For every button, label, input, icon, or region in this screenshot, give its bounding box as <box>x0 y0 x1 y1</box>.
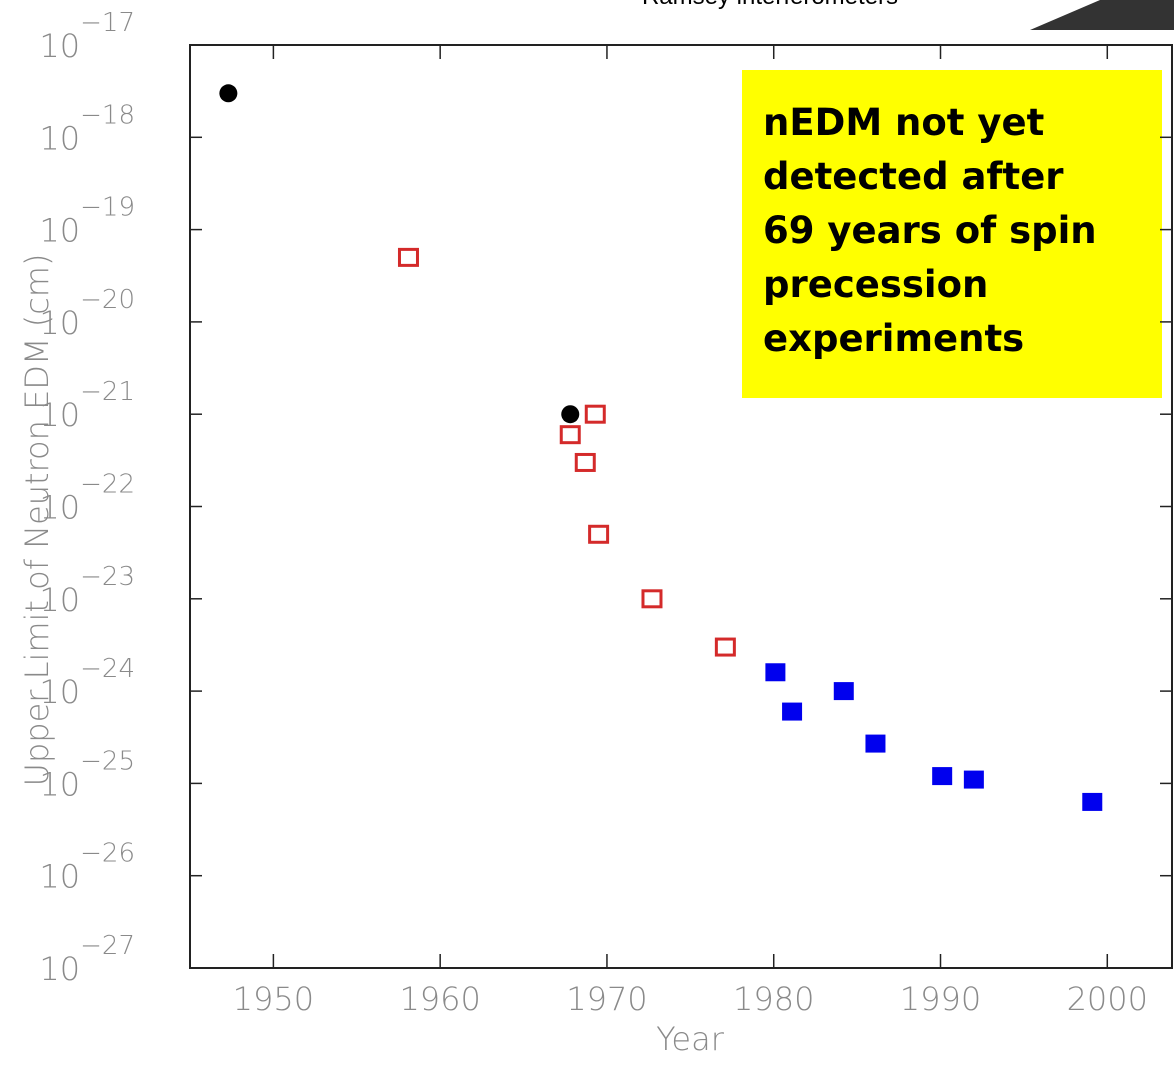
point <box>219 84 238 103</box>
annotation-line: experiments <box>763 317 1024 360</box>
y-tick-base: 10 <box>39 858 80 896</box>
point <box>397 247 419 267</box>
y-tick-label: 10−18 <box>39 100 135 157</box>
point <box>865 734 886 753</box>
point <box>963 770 984 789</box>
y-tick-label: 10−21 <box>39 377 135 434</box>
y-tick-label: 10−22 <box>39 470 135 527</box>
y-tick-base: 10 <box>39 765 80 803</box>
annotation-line: nEDM not yet <box>763 101 1044 144</box>
y-tick-label: 10−23 <box>39 562 135 619</box>
y-tick-label: 10−19 <box>39 193 135 250</box>
y-tick-label: 10−26 <box>39 839 135 896</box>
y-tick-label: 10−24 <box>39 654 135 711</box>
y-tick-label: 10−20 <box>39 285 135 342</box>
x-tick-label: 2000 <box>1067 980 1148 1018</box>
y-tick-exponent: −20 <box>80 285 135 315</box>
x-tick-label: 1990 <box>900 980 981 1018</box>
x-tick-label: 1970 <box>566 980 647 1018</box>
y-tick-base: 10 <box>39 304 80 342</box>
point <box>1082 792 1103 811</box>
point <box>782 702 803 721</box>
y-axis-label: Upper Limit of Neutron EDM (cm) <box>18 254 56 787</box>
point <box>588 524 610 544</box>
y-tick-exponent: −21 <box>80 377 135 407</box>
y-tick-exponent: −25 <box>80 746 135 776</box>
y-tick-exponent: −24 <box>80 654 135 684</box>
y-tick-label: 10−25 <box>39 746 135 803</box>
y-tick-exponent: −23 <box>80 562 135 592</box>
y-tick-base: 10 <box>39 27 80 65</box>
y-tick-exponent: −19 <box>80 193 135 223</box>
x-axis-label: Year <box>656 1020 725 1058</box>
point <box>714 637 736 657</box>
point <box>584 404 606 424</box>
point <box>574 452 596 472</box>
y-tick-label: 10−27 <box>39 931 135 988</box>
y-tick-base: 10 <box>39 396 80 434</box>
y-tick-base: 10 <box>39 212 80 250</box>
y-tick-exponent: −22 <box>80 470 135 500</box>
x-tick-label: 1950 <box>233 980 314 1018</box>
point <box>765 663 786 682</box>
y-tick-base: 10 <box>39 950 80 988</box>
y-tick-base: 10 <box>39 119 80 157</box>
annotation-box <box>742 70 1162 398</box>
y-tick-exponent: −26 <box>80 839 135 869</box>
subtitle: Ramsey interferometers <box>642 0 898 10</box>
y-tick-exponent: −18 <box>80 100 135 130</box>
annotation-line: 69 years of spin <box>763 209 1097 252</box>
point <box>833 682 854 701</box>
y-tick-base: 10 <box>39 581 80 619</box>
annotation-line: detected after <box>763 155 1064 198</box>
point <box>561 405 580 424</box>
y-tick-base: 10 <box>39 489 80 527</box>
x-tick-label: 1980 <box>733 980 814 1018</box>
x-tick-label: 1960 <box>399 980 480 1018</box>
point <box>641 589 663 609</box>
y-tick-exponent: −17 <box>80 8 135 38</box>
y-tick-exponent: −27 <box>80 931 135 961</box>
point <box>932 767 953 786</box>
y-tick-label: 10−17 <box>39 8 135 65</box>
photo-fragment <box>1030 0 1174 30</box>
point <box>559 425 581 445</box>
annotation-line: precession <box>763 263 988 306</box>
y-tick-base: 10 <box>39 673 80 711</box>
